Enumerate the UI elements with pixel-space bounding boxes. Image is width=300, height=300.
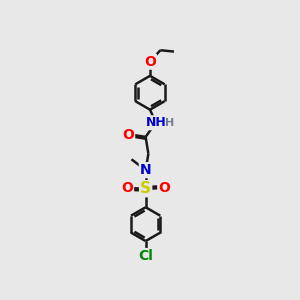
Text: NH: NH — [146, 116, 167, 129]
Text: S: S — [140, 181, 151, 196]
Text: H: H — [165, 118, 174, 128]
Text: O: O — [144, 55, 156, 69]
Text: Cl: Cl — [138, 249, 153, 263]
Text: O: O — [121, 181, 133, 195]
Text: O: O — [158, 181, 170, 195]
Text: N: N — [140, 163, 152, 177]
Text: O: O — [122, 128, 134, 142]
